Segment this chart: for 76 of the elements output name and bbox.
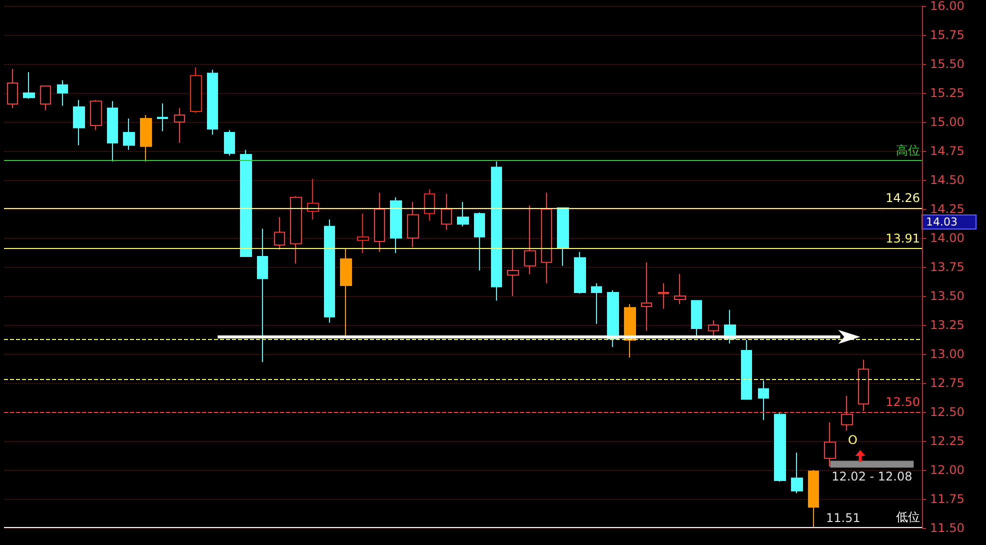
candlestick: [491, 160, 502, 302]
candlestick: [708, 320, 719, 336]
text: 14.03: [926, 216, 958, 228]
candlestick: [507, 249, 519, 296]
candlestick: [257, 228, 268, 363]
candlestick: [591, 282, 602, 324]
candlestick: [791, 452, 803, 494]
band-label: 12.02 - 12.08: [832, 470, 912, 484]
candlestick: [808, 470, 819, 528]
candlestick: [7, 68, 18, 109]
candlestick: [190, 66, 202, 114]
candlestick: [441, 193, 452, 230]
y-tick-label: 15.00: [930, 115, 964, 129]
ref-line-label: 高位: [896, 143, 920, 158]
candlestick: [40, 86, 51, 111]
candlestick: [457, 202, 469, 227]
candlestick: [741, 340, 752, 400]
candlestick: [774, 412, 786, 482]
candlestick: [23, 72, 35, 100]
candlestick: [207, 69, 218, 136]
candlestick: [57, 80, 68, 106]
candlestick: [758, 380, 769, 421]
candlestick: [324, 218, 335, 324]
candlestick: [557, 207, 569, 266]
candlestick: [224, 130, 235, 156]
y-tick-label: 11.50: [930, 521, 964, 535]
candlestick: [541, 192, 552, 284]
y-tick-label: 13.00: [930, 347, 964, 361]
y-tick-label: 12.50: [930, 405, 964, 419]
ref-line-label: 14.26: [886, 190, 920, 205]
y-tick-label: 13.75: [930, 260, 964, 274]
y-tick-label: 13.50: [930, 289, 964, 303]
candlestick: [240, 149, 252, 258]
annotation: 11.51: [826, 510, 860, 525]
candlestick: [307, 178, 319, 220]
candlestick: [824, 422, 836, 468]
y-tick-label: 12.75: [930, 376, 964, 390]
y-tick-label: 15.50: [930, 57, 964, 71]
ref-line-label: 13.91: [886, 231, 920, 246]
y-tick-label: 12.25: [930, 434, 964, 448]
y-tick-label: 15.25: [930, 86, 964, 100]
candlestick: [123, 118, 135, 150]
candlestick: [107, 100, 118, 162]
candlestick: [174, 108, 185, 144]
ref-line-label: 低位: [896, 510, 920, 524]
candlestick: [674, 273, 686, 305]
candlestick: [290, 196, 302, 264]
annotation: O: [848, 433, 858, 447]
candlestick: [73, 99, 85, 146]
candlestick: [157, 102, 168, 132]
y-tick-label: 16.00: [930, 0, 964, 13]
candlestick: [390, 196, 402, 254]
ref-line-label: 12.50: [886, 395, 920, 409]
candlestick: [407, 202, 419, 248]
y-tick-label: 14.25: [930, 202, 964, 216]
y-tick-label: 14.00: [930, 231, 964, 245]
candlestick: [574, 251, 586, 294]
candlestick: [90, 99, 102, 131]
y-tick-label: 12.00: [930, 463, 964, 477]
y-tick-label: 15.75: [930, 28, 964, 42]
candlestick: [658, 282, 669, 310]
candlestick: [607, 290, 619, 348]
candlestick: [374, 192, 385, 252]
y-tick-label: 14.50: [930, 173, 964, 187]
candlestick: [357, 213, 369, 254]
candlestick: [641, 262, 652, 332]
candlestick: [340, 248, 352, 338]
candlestick: [474, 212, 485, 271]
candlestick: [691, 300, 702, 338]
candlestick: [524, 205, 536, 274]
y-tick-label: 13.25: [930, 318, 964, 332]
candlestick: [274, 216, 285, 250]
y-tick-label: 11.75: [930, 492, 964, 506]
candlestick: [424, 188, 435, 222]
y-tick-label: 14.75: [930, 144, 964, 158]
candlestick: [140, 114, 152, 162]
